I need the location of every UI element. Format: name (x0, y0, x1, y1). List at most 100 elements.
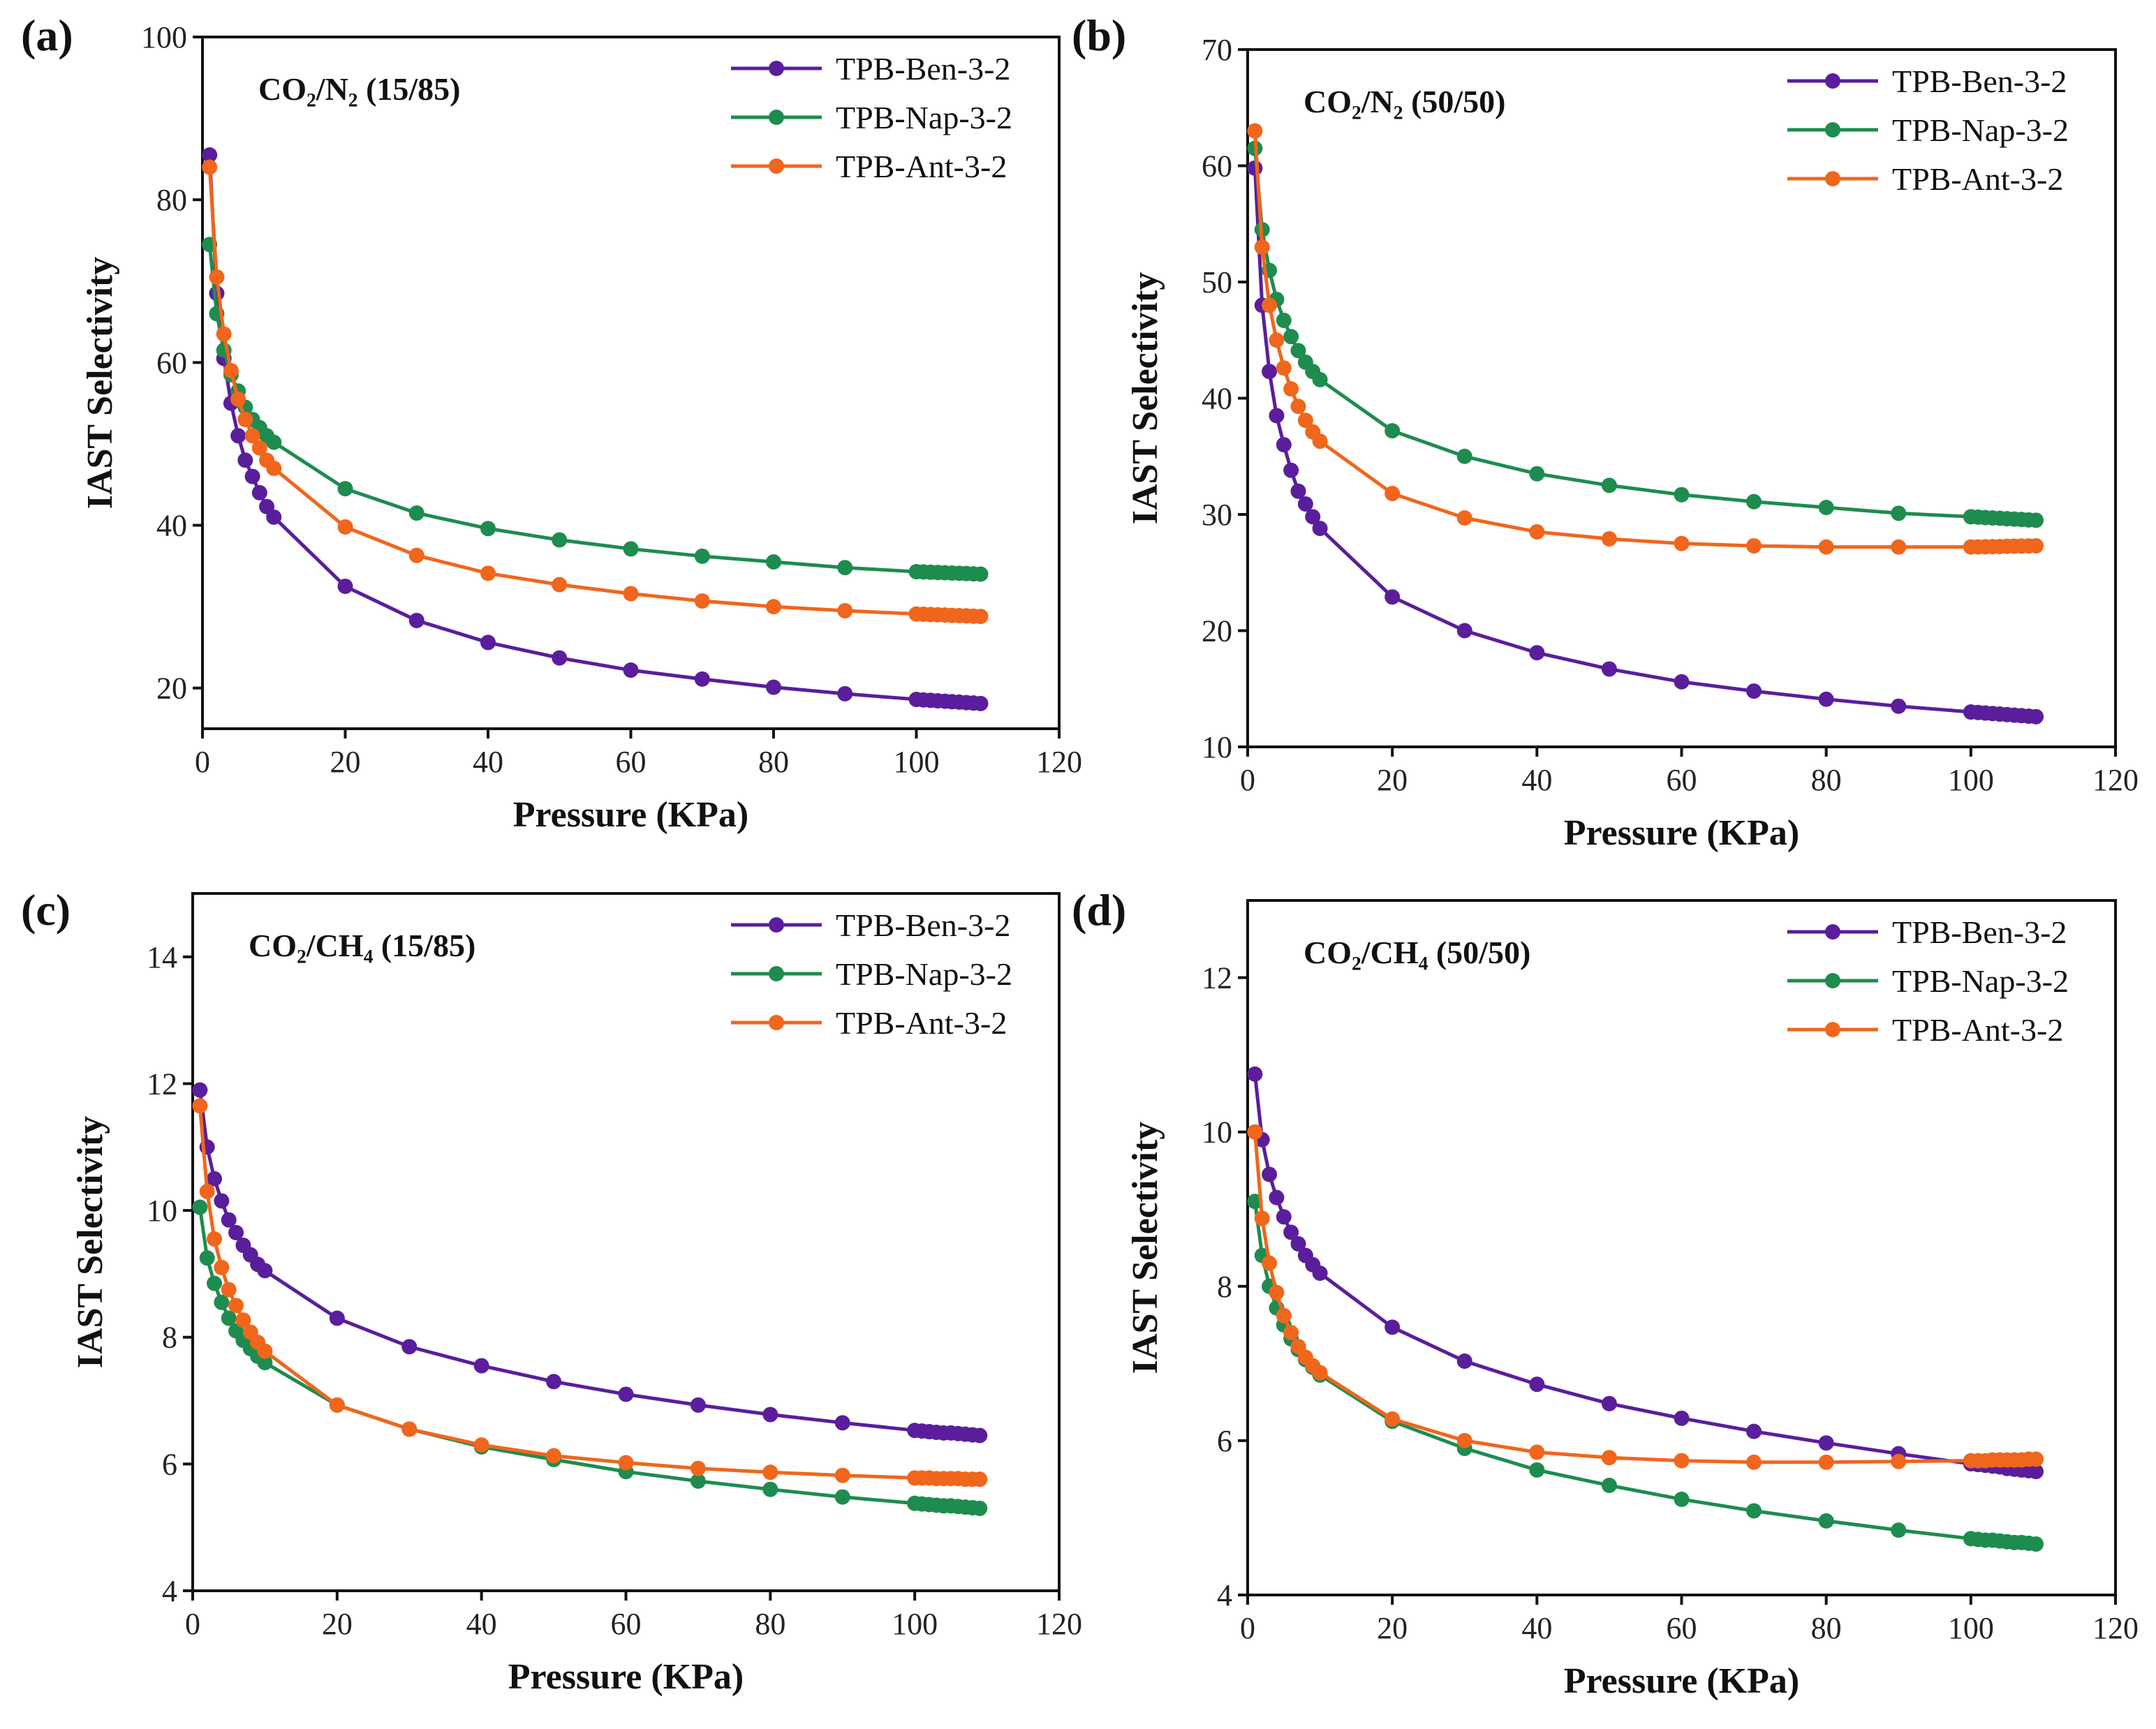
data-point (266, 509, 282, 525)
x-tick-label: 100 (892, 1607, 938, 1641)
data-point (972, 1471, 988, 1487)
data-point (228, 1224, 244, 1240)
data-point (1247, 123, 1263, 139)
data-point (1891, 1453, 1907, 1469)
data-point (2028, 512, 2044, 528)
legend-marker (769, 158, 784, 174)
x-tick-label: 60 (1667, 1611, 1697, 1645)
data-point (199, 1250, 215, 1266)
x-tick-label: 120 (2092, 1611, 2139, 1645)
data-point (1276, 437, 1292, 453)
data-point (251, 440, 267, 456)
x-tick-label: 40 (1521, 1611, 1552, 1645)
x-tick-label: 0 (185, 1607, 200, 1641)
x-tick-label: 60 (1667, 763, 1697, 797)
data-point (1891, 1522, 1907, 1538)
data-point (480, 635, 496, 651)
legend-marker (769, 1015, 784, 1030)
data-point (1283, 1325, 1299, 1341)
data-point (230, 428, 246, 444)
data-point (762, 1481, 778, 1497)
y-tick-label: 40 (1202, 382, 1232, 416)
data-point (618, 1386, 634, 1402)
data-point (1818, 500, 1834, 516)
x-axis-title: Pressure (KPa) (513, 795, 748, 835)
data-point (552, 650, 568, 666)
data-point (1529, 1444, 1545, 1460)
y-tick-label: 60 (1202, 149, 1232, 184)
data-point (2028, 1451, 2044, 1467)
legend-label: TPB-Ben-3-2 (836, 907, 1010, 943)
data-point (837, 602, 853, 618)
panel-label: (b) (1072, 10, 1126, 60)
data-point (1746, 1454, 1762, 1470)
data-point (1529, 1462, 1545, 1478)
data-point (266, 460, 282, 476)
y-axis-title: IAST Selectivity (80, 257, 120, 510)
data-point (618, 1455, 634, 1471)
data-point (1283, 462, 1299, 478)
data-point (2028, 1536, 2044, 1552)
data-point (1269, 1284, 1285, 1300)
data-point (266, 434, 282, 450)
data-point (228, 1298, 244, 1314)
data-point (1290, 1235, 1306, 1252)
series-tpb-ant-3-2 (202, 159, 989, 625)
data-point (1456, 1432, 1472, 1448)
panel-title: CO₂/N₂ (50/50) (1304, 84, 1506, 119)
data-point (1283, 381, 1299, 397)
data-point (973, 566, 989, 582)
data-point (552, 577, 568, 593)
data-point (1247, 1124, 1263, 1140)
data-point (690, 1397, 706, 1413)
data-point (623, 662, 639, 678)
series-tpb-ben-3-2 (1247, 160, 2044, 725)
legend-marker (1825, 1022, 1840, 1037)
data-point (1891, 539, 1907, 555)
data-point (690, 1460, 706, 1476)
y-tick-label: 12 (147, 1067, 177, 1101)
data-point (1385, 486, 1401, 502)
series-tpb-ben-3-2 (1247, 1066, 2044, 1480)
data-point (1891, 698, 1907, 714)
data-point (192, 1082, 208, 1098)
series-tpb-nap-3-2 (192, 1199, 988, 1516)
data-point (762, 1464, 778, 1481)
data-point (209, 269, 225, 285)
data-point (192, 1098, 208, 1114)
data-point (221, 1212, 237, 1228)
data-point (546, 1448, 562, 1464)
data-point (221, 1310, 237, 1326)
legend-marker (769, 61, 784, 76)
data-point (207, 1275, 223, 1291)
x-tick-label: 20 (1377, 763, 1408, 797)
data-point (1290, 483, 1306, 499)
data-point (2028, 537, 2044, 554)
data-point (973, 695, 989, 711)
y-tick-label: 4 (162, 1574, 177, 1608)
y-tick-label: 80 (156, 183, 187, 217)
data-point (1746, 1503, 1762, 1519)
series-tpb-ant-3-2 (1247, 1124, 2044, 1470)
y-tick-label: 10 (1202, 1115, 1232, 1150)
data-point (1891, 505, 1907, 521)
data-point (1276, 1307, 1292, 1323)
data-point (1312, 1365, 1328, 1381)
legend-label: TPB-Nap-3-2 (1892, 112, 2069, 148)
data-point (235, 1312, 251, 1328)
x-axis-title: Pressure (KPa) (1564, 813, 1799, 853)
data-point (1262, 297, 1278, 313)
legend-label: TPB-Ant-3-2 (1892, 161, 2063, 197)
legend-label: TPB-Ben-3-2 (1892, 64, 2067, 99)
data-point (1674, 1453, 1690, 1469)
y-axis-title: IAST Selectivity (1125, 272, 1165, 525)
panel-label: (a) (21, 10, 73, 60)
legend-marker (1825, 122, 1840, 138)
y-tick-label: 12 (1202, 961, 1232, 995)
data-point (1601, 477, 1617, 494)
y-axis-title: IAST Selectivity (1125, 1122, 1165, 1374)
series-tpb-ben-3-2 (192, 1082, 988, 1444)
data-point (834, 1489, 850, 1505)
x-tick-label: 20 (1377, 1611, 1408, 1645)
